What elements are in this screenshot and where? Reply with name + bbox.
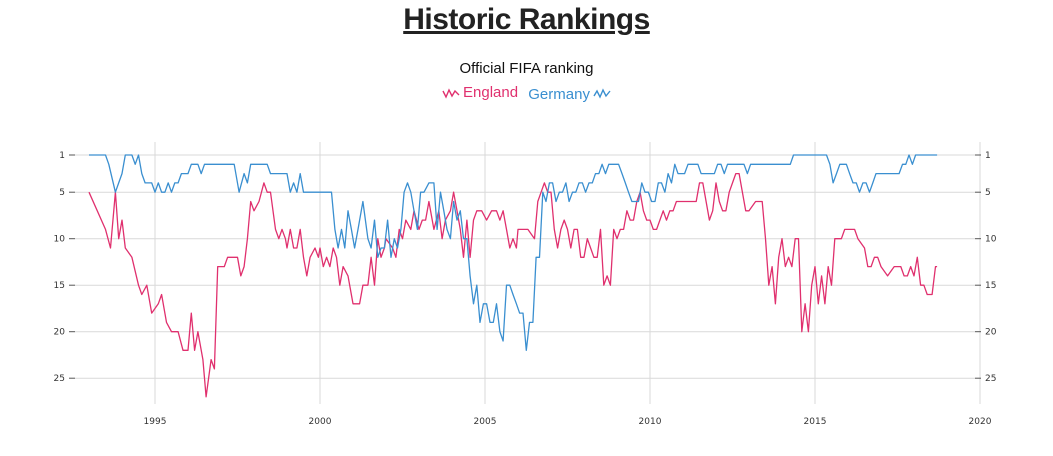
x-tick-label: 1995 [144, 417, 167, 427]
y-tick-label-left: 5 [59, 188, 65, 198]
y-tick-label-left: 25 [54, 374, 65, 384]
legend-label: Germany [528, 85, 590, 103]
y-tick-label-right: 10 [985, 235, 997, 245]
sparkline-icon [593, 88, 611, 99]
series-line-germany[interactable] [89, 154, 938, 351]
y-tick-label-left: 15 [54, 281, 65, 291]
page-title: Historic Rankings [403, 3, 650, 36]
y-tick-label-right: 20 [985, 328, 997, 338]
y-tick-label-right: 25 [985, 374, 996, 384]
series-line-england[interactable] [88, 172, 938, 398]
legend-label: England [463, 84, 519, 101]
x-tick-label: 2005 [474, 417, 497, 427]
chart-grid [75, 142, 981, 404]
x-tick-label: 2015 [804, 417, 827, 427]
y-tick-label-left: 10 [54, 235, 66, 245]
sparkline-icon [442, 87, 460, 99]
y-tick-label-right: 1 [985, 151, 991, 161]
y-tick-label-left: 1 [59, 151, 65, 161]
y-tick-label-right: 5 [985, 188, 991, 198]
x-tick-label: 2020 [969, 417, 992, 427]
chart-subtitle: Official FIFA ranking [459, 60, 594, 77]
legend-item-england[interactable]: England [439, 84, 518, 101]
chart-legend: England Germany [0, 84, 1053, 103]
legend-item-germany[interactable]: Germany [528, 86, 614, 103]
y-tick-label-right: 15 [985, 281, 996, 291]
chart-lines [88, 154, 938, 398]
y-tick-label-left: 20 [54, 328, 66, 338]
x-tick-label: 2010 [639, 417, 662, 427]
x-tick-label: 2000 [309, 417, 332, 427]
